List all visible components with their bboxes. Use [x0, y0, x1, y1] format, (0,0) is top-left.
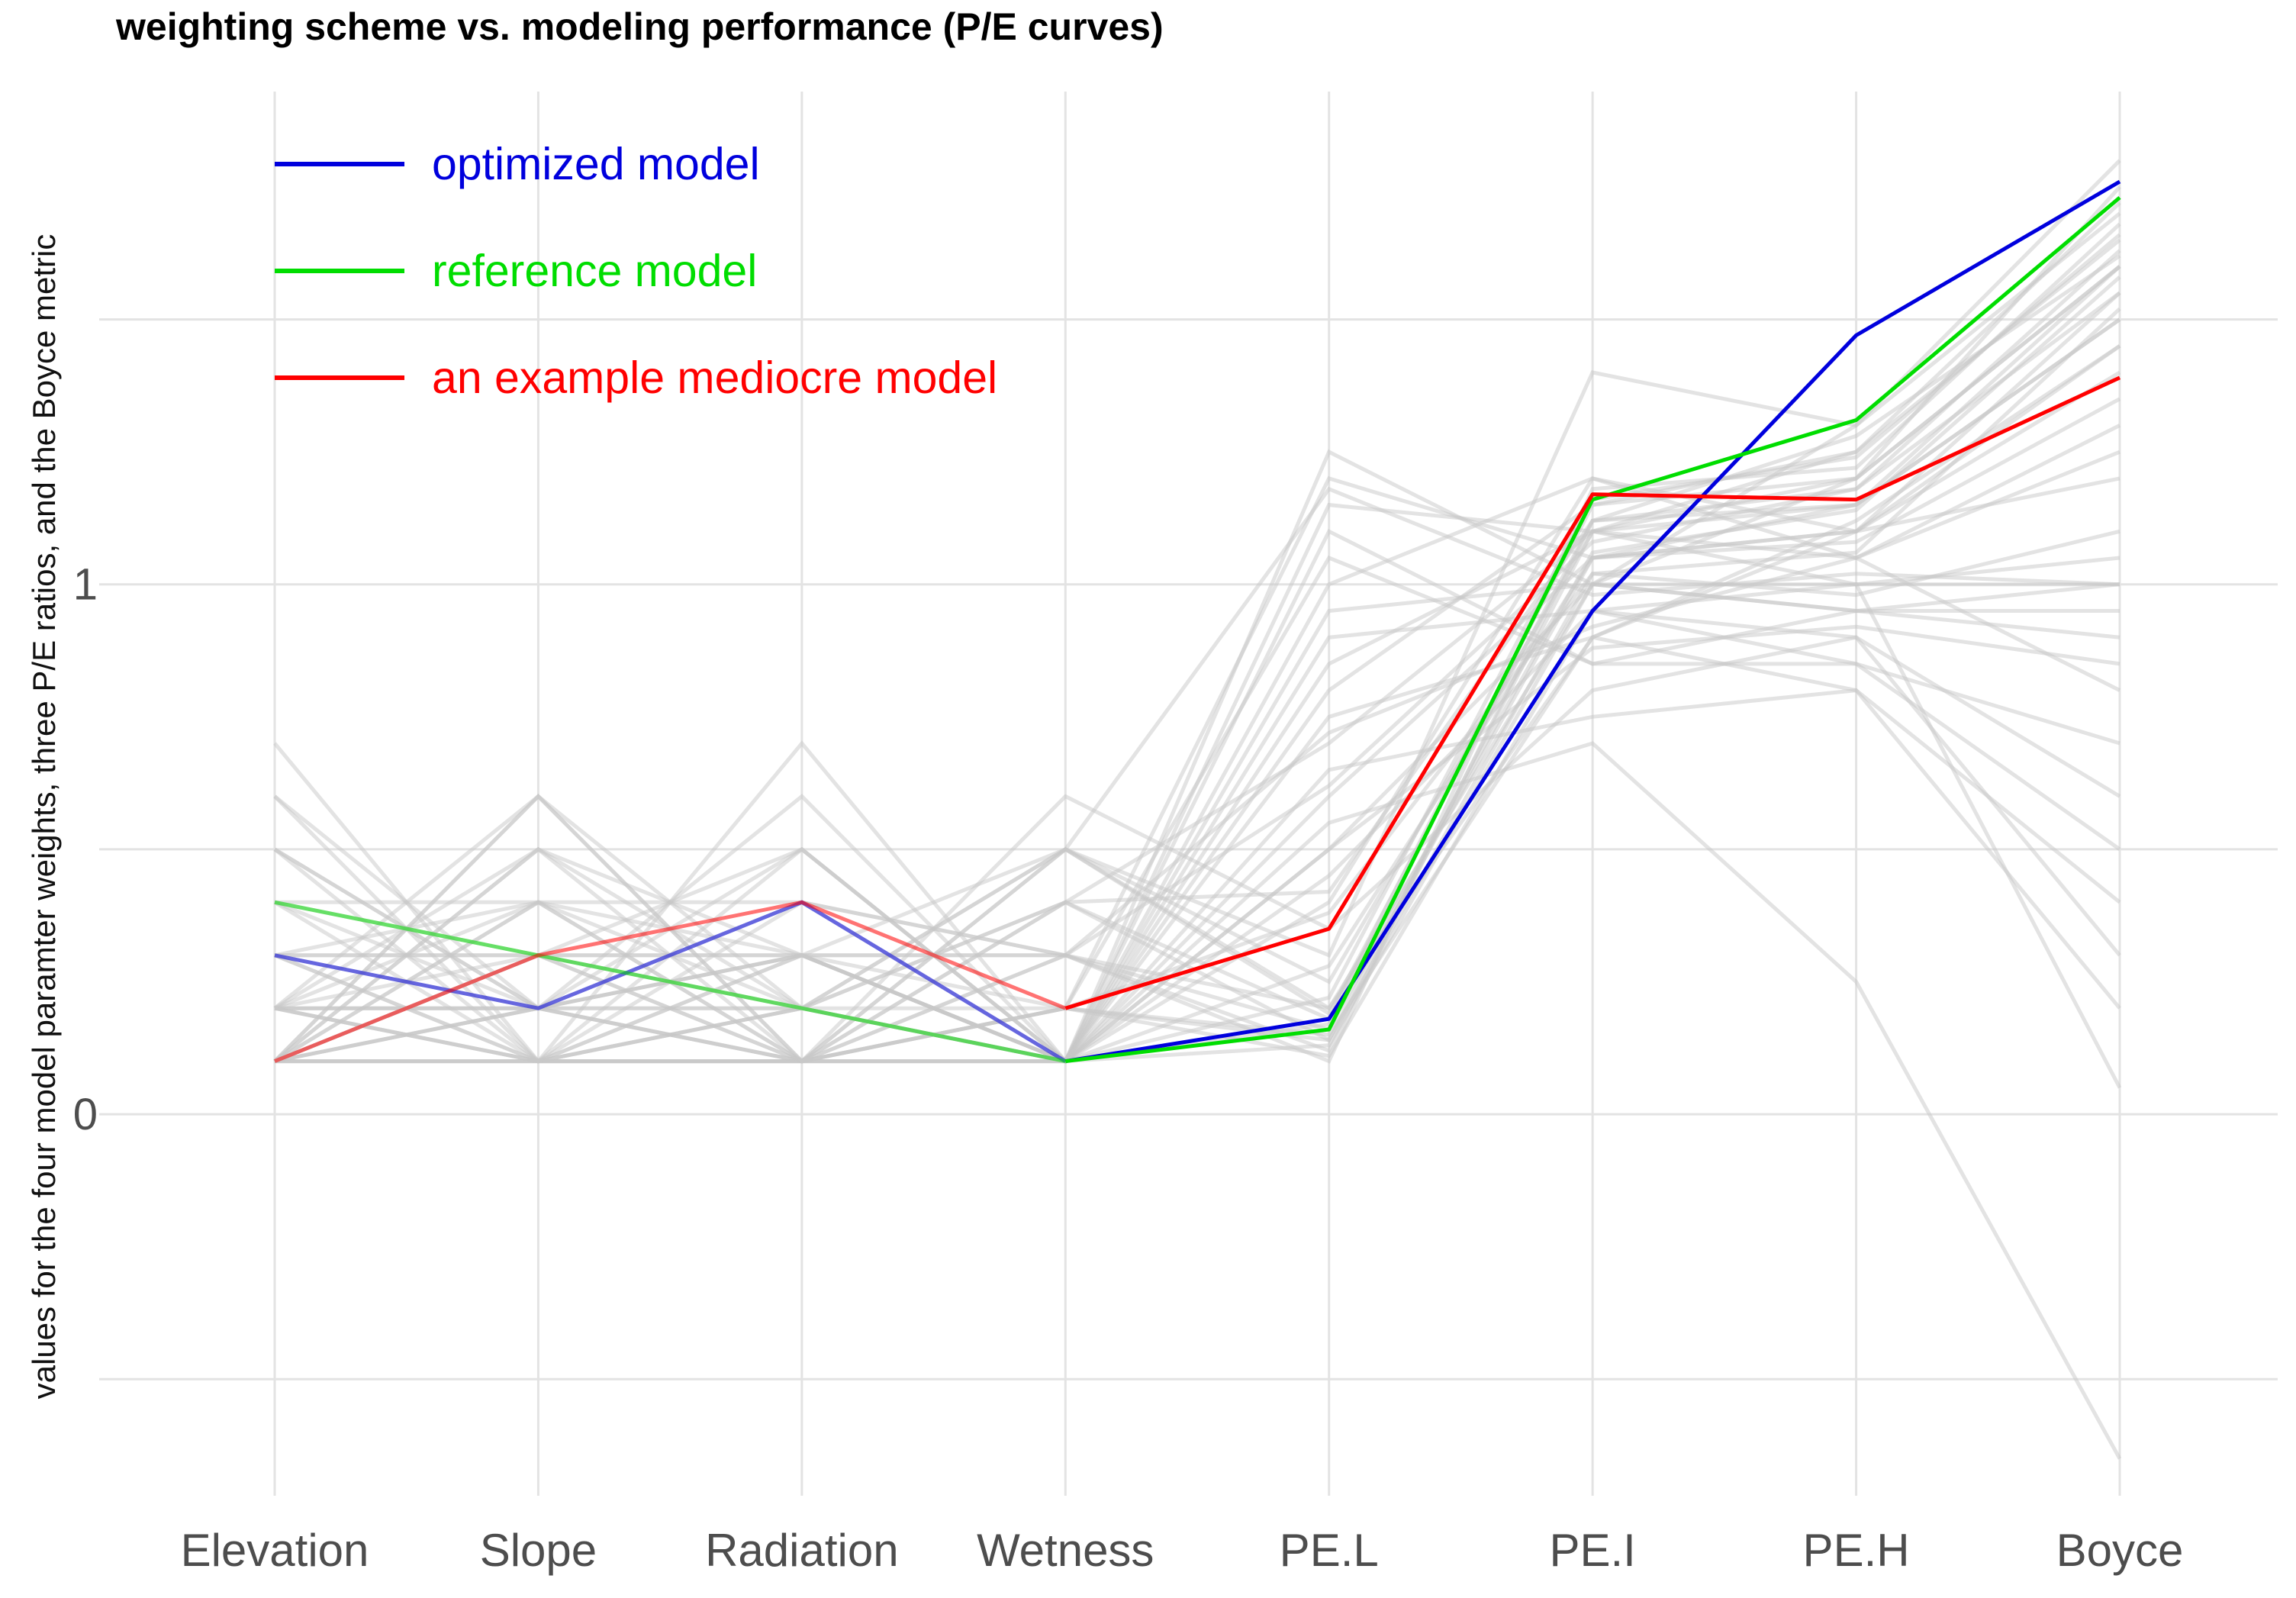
legend-label: reference model — [432, 246, 757, 296]
background-series-line — [275, 291, 2121, 1064]
x-tick-label: Boyce — [2056, 1525, 2184, 1576]
x-tick-label: Wetness — [977, 1525, 1154, 1576]
y-tick-label: 1 — [73, 560, 98, 610]
background-series-line — [275, 608, 2121, 1064]
background-series-line — [273, 741, 2122, 1460]
background-series-line — [275, 529, 2120, 1010]
background-series-line — [274, 265, 2121, 1064]
legend: optimized model reference model an example… — [275, 139, 997, 403]
background-series-line — [274, 556, 2120, 1064]
x-tick-label: Elevation — [181, 1525, 369, 1576]
background-series-line — [273, 238, 2121, 1064]
series-line-performance — [1064, 375, 2121, 1010]
series-line-performance — [1064, 179, 2121, 1064]
series-line-weights — [274, 900, 1067, 1063]
gridlines — [99, 92, 2278, 1496]
x-tick-label: PE.I — [1549, 1525, 1635, 1576]
background-series-line — [274, 291, 2121, 1064]
background-series-line — [273, 397, 2121, 1064]
chart-title: weighting scheme vs. modeling performanc… — [116, 5, 1164, 48]
legend-label: an example mediocre model — [432, 353, 997, 403]
background-series-line — [275, 275, 2121, 1064]
background-series-line — [274, 476, 2121, 1064]
x-tick-label: PE.H — [1803, 1525, 1910, 1576]
background-series-line — [274, 233, 2121, 1064]
background-series-line — [273, 344, 2121, 1064]
background-series-line — [275, 486, 2120, 1064]
background-series-line — [274, 249, 2121, 1064]
x-tick-label: Radiation — [705, 1525, 899, 1576]
axis-ticks: 0 1 Elevation Slope Radiation Wetness PE.L PE.I… — [73, 560, 2184, 1576]
legend-label: optimized model — [432, 139, 760, 189]
x-tick-label: Slope — [480, 1525, 597, 1576]
x-tick-label: PE.L — [1280, 1525, 1379, 1576]
background-series-line — [273, 624, 2120, 1064]
series-line-weights — [274, 900, 1067, 1063]
series-line-weights — [274, 900, 1066, 1064]
background-series-group — [273, 159, 2122, 1460]
background-series-line — [275, 476, 2120, 1065]
series-line-performance — [1065, 195, 2121, 1064]
highlight-series-group — [274, 179, 2121, 1064]
y-tick-label: 0 — [73, 1090, 98, 1139]
